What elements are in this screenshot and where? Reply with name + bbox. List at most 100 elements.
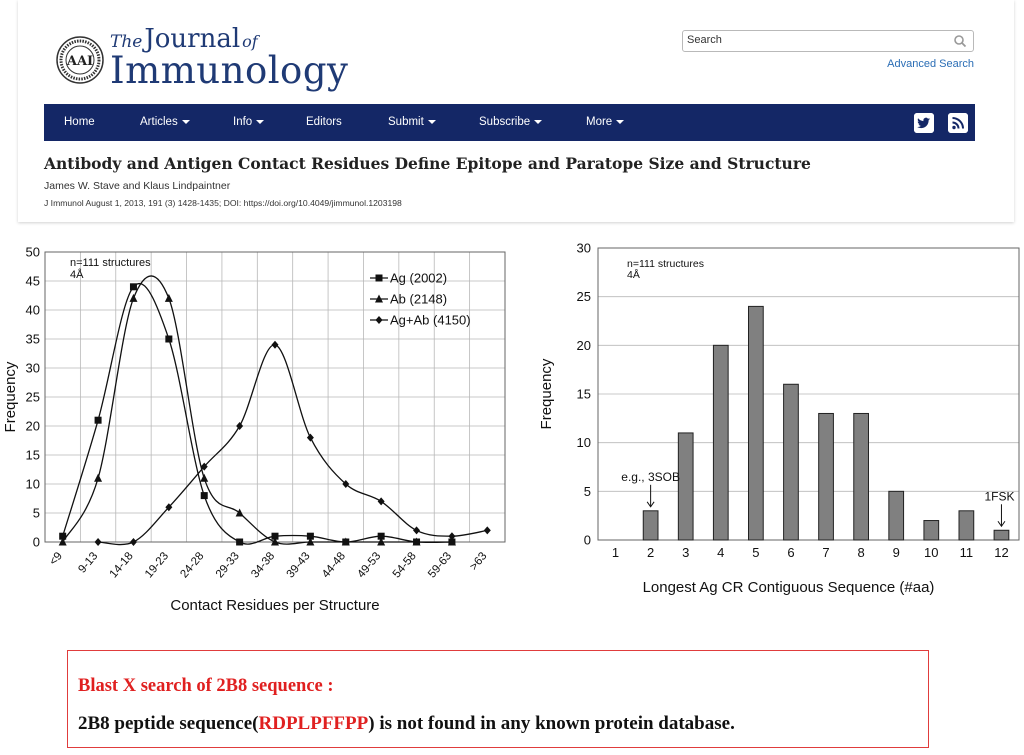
data-point: [306, 433, 314, 442]
nav-home[interactable]: Home: [64, 104, 95, 141]
x-tick-label: 7: [822, 545, 829, 560]
nav-more[interactable]: More: [586, 104, 625, 141]
data-point: [377, 537, 386, 546]
y-tick-label: 20: [577, 338, 591, 353]
advanced-search-link[interactable]: Advanced Search: [887, 58, 974, 70]
nav-subscribe[interactable]: Subscribe: [479, 104, 543, 141]
bar: [712, 344, 729, 541]
series-diamond: [94, 340, 491, 546]
callout-arrowhead: [997, 520, 1006, 528]
data-point: [94, 473, 103, 482]
x-tick-label: <9: [47, 550, 65, 568]
chevron-down-icon: [534, 119, 543, 124]
data-point: [447, 537, 456, 546]
x-tick-label: 1: [612, 545, 619, 560]
x-tick-label: 24-28: [178, 550, 206, 580]
data-point: [200, 473, 209, 482]
y-tick-label: 10: [26, 477, 40, 492]
aai-seal-logo[interactable]: AAI: [56, 36, 104, 84]
logo-immunology: Immunology: [110, 49, 349, 92]
x-tick-label: 14-18: [108, 550, 136, 580]
x-tick-label: 12: [994, 545, 1008, 560]
legend-marker: [375, 294, 383, 303]
nav-info[interactable]: Info: [233, 104, 265, 141]
data-point: [271, 537, 279, 546]
x-tick-label: 39-43: [285, 550, 313, 580]
data-point: [306, 537, 315, 546]
data-point: [129, 283, 137, 291]
journal-logo[interactable]: The Journal of Immunology: [110, 24, 349, 92]
data-point: [342, 480, 350, 488]
data-point: [306, 532, 314, 540]
callout-label: 1FSK: [984, 489, 1014, 503]
nav-articles-label: Articles: [140, 116, 178, 128]
legend-label: Ag (2002): [390, 271, 447, 286]
nav-editors[interactable]: Editors: [306, 104, 342, 141]
data-point: [341, 537, 350, 546]
data-point: [412, 537, 421, 546]
search-icon[interactable]: [953, 34, 967, 48]
data-point: [129, 538, 137, 546]
bar: [642, 510, 659, 541]
logo-journal: Journal: [144, 24, 241, 54]
bar: [993, 529, 1010, 541]
y-tick-label: 50: [26, 245, 40, 260]
y-tick-label: 0: [584, 533, 591, 548]
bar: [888, 490, 905, 541]
article-title[interactable]: Antibody and Antigen Contact Residues De…: [44, 154, 811, 173]
rss-icon[interactable]: [948, 113, 968, 133]
x-tick-label: 59-63: [426, 550, 454, 580]
chart-annotation: 4Å: [627, 268, 640, 281]
data-point: [448, 532, 456, 541]
x-tick-label: 4: [717, 545, 724, 560]
seal-monogram: AAI: [66, 54, 93, 69]
nav-articles[interactable]: Articles: [140, 104, 190, 141]
y-axis-title: Frequency: [538, 358, 555, 429]
peptide-sequence: RDPLPFFPP: [258, 713, 369, 734]
data-point: [235, 508, 244, 517]
chevron-down-icon: [181, 119, 190, 124]
x-tick-label: 11: [960, 545, 974, 560]
nav-info-label: Info: [233, 116, 253, 128]
data-point: [483, 526, 491, 535]
data-point: [200, 492, 208, 500]
y-tick-label: 30: [26, 361, 40, 376]
legend-marker: [375, 274, 383, 282]
nav-editors-label: Editors: [306, 116, 342, 128]
nav-submit-label: Submit: [388, 116, 424, 128]
chart-annotation: 4Å: [70, 268, 84, 281]
note-prefix: 2B8 peptide sequence(: [78, 713, 259, 734]
twitter-icon[interactable]: [914, 113, 934, 133]
x-axis-title: Contact Residues per Structure: [170, 597, 379, 614]
x-tick-label: 9-13: [76, 550, 100, 575]
y-tick-label: 15: [577, 387, 591, 402]
logo-of: of: [242, 32, 258, 51]
article-authors: James W. Stave and Klaus Lindpaintner: [44, 180, 231, 192]
x-tick-label: 6: [787, 545, 794, 560]
data-point: [377, 497, 385, 506]
data-point: [165, 503, 173, 512]
nav-submit[interactable]: Submit: [388, 104, 436, 141]
bar: [818, 412, 834, 541]
main-nav: Home Articles Info Editors Submit Subscr…: [44, 104, 975, 141]
chevron-down-icon: [256, 119, 265, 124]
data-point: [164, 293, 173, 302]
legend-label: Ab (2148): [390, 292, 447, 307]
data-point: [236, 422, 244, 430]
chevron-down-icon: [616, 119, 625, 124]
data-point: [271, 340, 279, 349]
y-tick-label: 30: [577, 241, 591, 256]
data-point: [271, 532, 279, 540]
bar: [853, 412, 869, 541]
chart-annotation: n=111 structures: [70, 257, 151, 269]
note-suffix: ) is not found in any known protein data…: [368, 713, 735, 734]
search-input[interactable]: Search: [682, 30, 974, 52]
bar: [677, 432, 694, 541]
x-axis-title: Longest Ag CR Contiguous Sequence (#aa): [643, 579, 935, 596]
chart-annotation: n=111 structures: [627, 258, 704, 270]
article-citation: J Immunol August 1, 2013, 191 (3) 1428-1…: [44, 198, 402, 208]
y-tick-label: 5: [584, 484, 591, 499]
data-point: [200, 462, 208, 471]
y-tick-label: 25: [26, 390, 40, 405]
